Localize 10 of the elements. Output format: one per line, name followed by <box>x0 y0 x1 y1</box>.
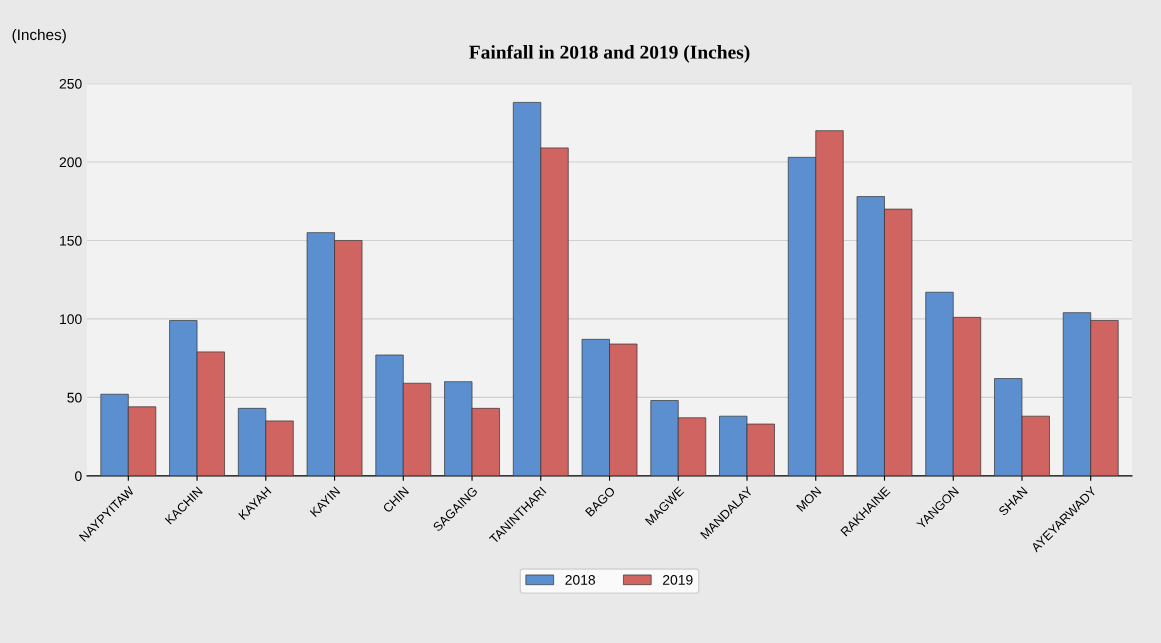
legend-label: 2019 <box>663 574 693 585</box>
y-axis-title: (Inches) <box>12 28 66 44</box>
chart-title: Fainfall in 2018 and 2019 (Inches) <box>469 44 750 63</box>
y-tick-label: 150 <box>60 235 82 246</box>
y-tick-label: 100 <box>60 314 82 325</box>
y-tick-label: 50 <box>67 392 82 403</box>
y-tick-label: 0 <box>75 471 82 481</box>
y-tick-label: 250 <box>59 78 82 89</box>
y-tick-label: 200 <box>59 157 82 168</box>
legend-label: 2018 <box>565 574 596 585</box>
